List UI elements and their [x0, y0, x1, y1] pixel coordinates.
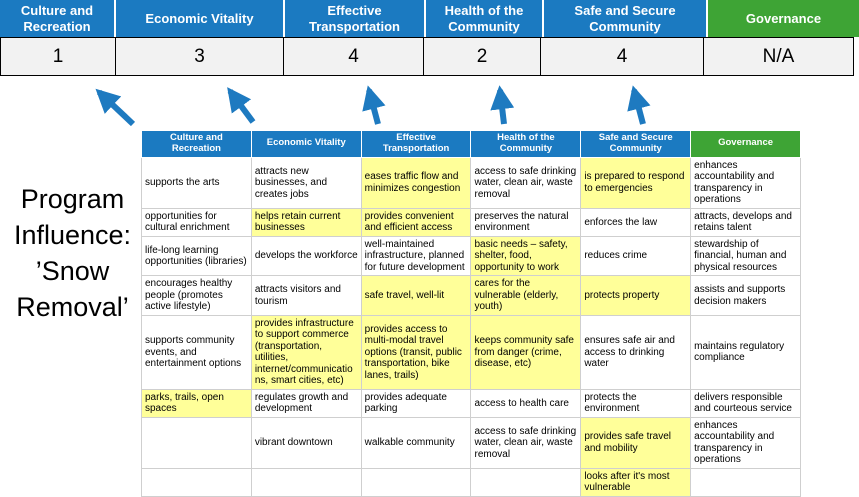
- table-row: parks, trails, open spaces regulates grow…: [141, 388, 801, 418]
- table-row: supports the arts attracts new businesses…: [141, 156, 801, 209]
- scoreboard-value-culture-and-recreation: 1: [0, 37, 116, 76]
- matrix-cell: life-long learning opportunities (librar…: [141, 235, 252, 277]
- scoreboard-value-effective-transportation: 4: [283, 37, 424, 76]
- matrix-cell: safe travel, well-lit: [360, 275, 472, 316]
- table-row: opportunities for cultural enrichment hel…: [141, 207, 801, 237]
- up-arrow: [362, 85, 386, 125]
- matrix-cell: attracts new businesses, and creates job…: [250, 156, 362, 209]
- up-arrow: [490, 85, 515, 125]
- matrix-header: Culture and Recreation Economic Vitality E…: [141, 130, 801, 158]
- scoreboard-header-health-of-the-community: Health of the Community: [426, 0, 544, 37]
- scoreboard-header-row: Culture and Recreation Economic Vitality E…: [0, 0, 859, 37]
- scoreboard-header-effective-transportation: Effective Transportation: [285, 0, 426, 37]
- matrix-cell: supports the arts: [141, 156, 252, 209]
- matrix-cell: provides safe travel and mobility: [580, 416, 692, 469]
- matrix-cell: ensures safe air and access to drinking …: [580, 314, 692, 390]
- matrix-cell: [250, 467, 362, 497]
- matrix-cell: vibrant downtown: [250, 416, 362, 469]
- scoreboard-value-governance: N/A: [703, 37, 854, 76]
- matrix-cell: is prepared to respond to emergencies: [580, 156, 692, 209]
- scoreboard-value-safe-and-secure-community: 4: [540, 37, 704, 76]
- matrix-cell: opportunities for cultural enrichment: [141, 207, 252, 237]
- matrix-header-governance: Governance: [690, 130, 801, 158]
- matrix-cell: stewardship of financial, human and phys…: [690, 235, 801, 277]
- matrix-cell: [141, 416, 252, 469]
- matrix-cell: provides convenient and efficient access: [360, 207, 472, 237]
- matrix-cell: basic needs – safety, shelter, food, opp…: [470, 235, 582, 277]
- matrix-cell: cares for the vulnerable (elderly, youth…: [470, 275, 582, 316]
- table-row: vibrant downtown walkable community access…: [141, 416, 801, 469]
- matrix-cell: [470, 467, 582, 497]
- scoreboard-header-culture-and-recreation: Culture and Recreation: [0, 0, 116, 37]
- matrix-cell: [141, 467, 252, 497]
- matrix-header-safe-and-secure-community: Safe and Secure Community: [580, 130, 692, 158]
- matrix-cell: well-maintained infrastructure, planned …: [360, 235, 472, 277]
- matrix-cell: [360, 467, 472, 497]
- matrix-cell: encourages healthy people (promotes acti…: [141, 275, 252, 316]
- matrix-cell: provides adequate parking: [360, 388, 472, 418]
- score-arrows: [95, 85, 651, 127]
- matrix-cell: supports community events, and entertain…: [141, 314, 252, 390]
- matrix-cell: preserves the natural environment: [470, 207, 582, 237]
- scoreboard-value-economic-vitality: 3: [115, 37, 284, 76]
- scoreboard-value-health-of-the-community: 2: [423, 37, 541, 76]
- matrix-cell: delivers responsible and courteous servi…: [690, 388, 801, 418]
- matrix-cell: access to safe drinking water, clean air…: [470, 416, 582, 469]
- matrix-cell: enhances accountability and transparency…: [690, 416, 801, 469]
- scoreboard-header-economic-vitality: Economic Vitality: [116, 0, 285, 37]
- scoreboard: Culture and Recreation Economic Vitality E…: [0, 0, 859, 76]
- matrix-cell: develops the workforce: [250, 235, 362, 277]
- influence-matrix: Culture and Recreation Economic Vitality E…: [141, 130, 801, 497]
- matrix-cell: provides infrastructure to support comme…: [250, 314, 362, 390]
- matrix-cell: attracts visitors and tourism: [250, 275, 362, 316]
- matrix-cell: maintains regulatory compliance: [690, 314, 801, 390]
- matrix-cell: regulates growth and development: [250, 388, 362, 418]
- matrix-cell: access to safe drinking water, clean air…: [470, 156, 582, 209]
- matrix-header-effective-transportation: Effective Transportation: [360, 130, 472, 158]
- matrix-cell: parks, trails, open spaces: [141, 388, 252, 418]
- matrix-cell: provides access to multi-modal travel op…: [360, 314, 472, 390]
- matrix-cell: protects property: [580, 275, 692, 316]
- matrix-cell: eases traffic flow and minimizes congest…: [360, 156, 472, 209]
- matrix-cell: enforces the law: [580, 207, 692, 237]
- table-row: life-long learning opportunities (librar…: [141, 235, 801, 277]
- matrix-header-health-of-the-community: Health of the Community: [470, 130, 582, 158]
- matrix-cell: assists and supports decision makers: [690, 275, 801, 316]
- matrix-cell: keeps community safe from danger (crime,…: [470, 314, 582, 390]
- up-arrow: [627, 85, 651, 125]
- matrix-cell: [690, 467, 801, 497]
- matrix-cell: helps retain current businesses: [250, 207, 362, 237]
- scoreboard-header-safe-and-secure-community: Safe and Secure Community: [544, 0, 708, 37]
- table-row: encourages healthy people (promotes acti…: [141, 275, 801, 316]
- scoreboard-header-governance: Governance: [708, 0, 859, 37]
- table-row: supports community events, and entertain…: [141, 314, 801, 390]
- matrix-cell: walkable community: [360, 416, 472, 469]
- up-arrow: [227, 87, 256, 124]
- scoreboard-value-row: 1 3 4 2 4 N/A: [0, 37, 859, 76]
- table-row: looks after it's most vulnerable: [141, 467, 801, 497]
- matrix-cell: protects the environment: [580, 388, 692, 418]
- up-arrow: [95, 88, 136, 127]
- matrix-header-culture-and-recreation: Culture and Recreation: [141, 130, 252, 158]
- page-title: Program Influence: ’Snow Removal’: [13, 184, 132, 322]
- matrix-cell: looks after it's most vulnerable: [580, 467, 692, 497]
- matrix-cell: access to health care: [470, 388, 582, 418]
- matrix-cell: attracts, develops and retains talent: [690, 207, 801, 237]
- matrix-header-row: Culture and Recreation Economic Vitality E…: [141, 130, 801, 158]
- matrix-cell: reduces crime: [580, 235, 692, 277]
- matrix-header-economic-vitality: Economic Vitality: [250, 130, 362, 158]
- matrix-cell: enhances accountability and transparency…: [690, 156, 801, 209]
- matrix-body: supports the arts attracts new businesses…: [141, 156, 801, 497]
